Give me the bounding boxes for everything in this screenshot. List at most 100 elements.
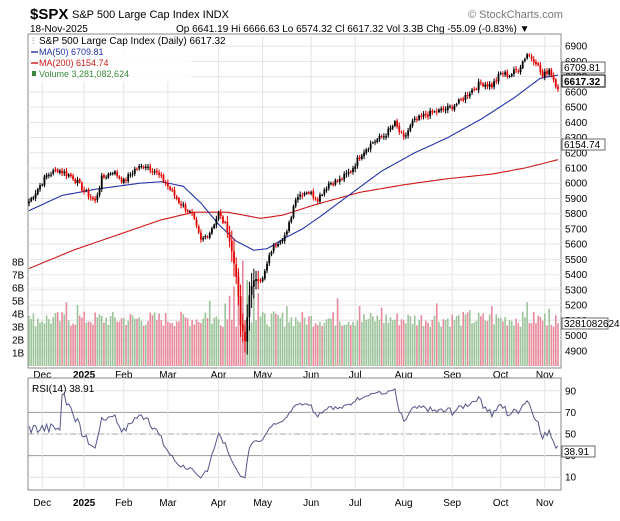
volume-bar (389, 317, 392, 366)
price-bar-body (334, 179, 337, 185)
price-bar-body (543, 71, 546, 78)
volume-bar (151, 315, 154, 366)
price-bar-body (363, 152, 365, 157)
volume-bar (65, 302, 68, 366)
price-bar-body (103, 174, 105, 178)
price-bar-body (204, 236, 207, 238)
price-bar-body (457, 99, 460, 104)
price-bar-body (228, 232, 231, 242)
price-tick-label: 5000 (565, 331, 588, 342)
price-bar-body (160, 174, 163, 176)
price-bar-body (438, 109, 440, 113)
volume-bar (230, 319, 233, 366)
price-bar-body (129, 174, 132, 176)
volume-bar (103, 322, 105, 366)
rsi-value-tag (561, 445, 596, 458)
volume-bar (283, 326, 286, 366)
rsi-line (28, 388, 559, 479)
price-bar-body (420, 115, 423, 117)
price-bar-body (184, 204, 187, 211)
price-x-axis: Dec 2025 Feb Mar Apr May Jun Jul Aug Sep Oct Nov (33, 370, 553, 381)
price-bar-body (330, 183, 332, 185)
price-bar-body (56, 169, 59, 173)
price-bar-body (193, 212, 196, 219)
volume-bar (125, 324, 127, 366)
volume-bar (136, 318, 138, 366)
x-tick-label: Oct (493, 370, 509, 381)
volume-bar (420, 315, 423, 366)
price-bar-body (416, 119, 418, 121)
volume-bar (61, 312, 63, 366)
price-bar-body (63, 171, 66, 174)
price-bar-body (83, 189, 86, 192)
price-tick-label: 5500 (565, 255, 588, 266)
volume-bar (89, 321, 92, 366)
price-bar-body (74, 179, 77, 183)
x-tick-label: Feb (115, 370, 133, 381)
price-tick-label: 6200 (565, 148, 588, 159)
price-bar-body (61, 170, 63, 174)
volume-bar (178, 321, 180, 366)
price-bar-body (462, 98, 465, 101)
price-bar-body (182, 204, 185, 206)
price-bar-body (508, 76, 511, 78)
volume-bar (242, 260, 244, 366)
rsi-tick-label: 90 (565, 386, 577, 397)
volume-bar (486, 320, 489, 366)
stockcharts-logo[interactable]: © StockCharts.com (468, 9, 563, 21)
volume-bar (34, 326, 37, 366)
volume-bar (206, 318, 209, 366)
volume-bar (175, 321, 178, 366)
volume-bar (458, 314, 460, 366)
price-bar-body (499, 72, 502, 74)
price-bar-body (122, 179, 125, 183)
volume-bar (277, 315, 279, 366)
volume-bar (411, 323, 414, 366)
price-bar-body (422, 113, 425, 117)
volume-bar (394, 319, 396, 366)
volume-bar (288, 322, 290, 366)
volume-bar (327, 318, 330, 366)
volume-bar (50, 323, 52, 366)
price-bar-body (371, 142, 374, 144)
volume-bar (56, 312, 59, 366)
price-bar-body (138, 166, 141, 169)
price-bar-body (405, 135, 407, 137)
volume-bar (508, 319, 511, 366)
volume-bar (134, 318, 136, 366)
volume-bar (537, 315, 539, 366)
price-bar-body (87, 190, 90, 198)
price-bar-body (376, 139, 379, 143)
price-bar-body (431, 111, 434, 113)
price-bar-body (303, 192, 306, 196)
volume-bar (215, 316, 218, 366)
price-bar-body (493, 81, 495, 87)
price-tick-label: 5300 (565, 285, 588, 296)
price-bar-body (200, 232, 202, 240)
volume-bar (145, 324, 147, 366)
candlestick-icon: ⫶ (32, 36, 34, 46)
price-bar-body (175, 196, 178, 199)
price-bar-body (532, 59, 535, 63)
volume-bar (70, 325, 72, 366)
price-bar-body (378, 135, 381, 140)
volume-bar (213, 317, 215, 366)
price-bar-body (96, 195, 99, 200)
price-bar-body (65, 170, 68, 176)
volume-bar (85, 322, 88, 366)
price-bar-body (488, 84, 491, 87)
volume-bar (39, 322, 41, 366)
price-bar-body (140, 165, 143, 167)
price-bar-body (76, 179, 79, 183)
volume-bar (239, 317, 242, 366)
price-bar-body (98, 188, 101, 195)
price-bar-body (374, 141, 376, 143)
price-bar-body (411, 120, 414, 126)
price-tick-label: 6300 (565, 133, 588, 144)
price-bar-body (180, 203, 182, 206)
volume-bar (169, 323, 171, 366)
volume-bar (272, 311, 275, 366)
price-bar-body (208, 233, 211, 238)
price-legend: ⫶ S&P 500 Large Cap Index (Daily) 6617.3… (31, 36, 226, 82)
